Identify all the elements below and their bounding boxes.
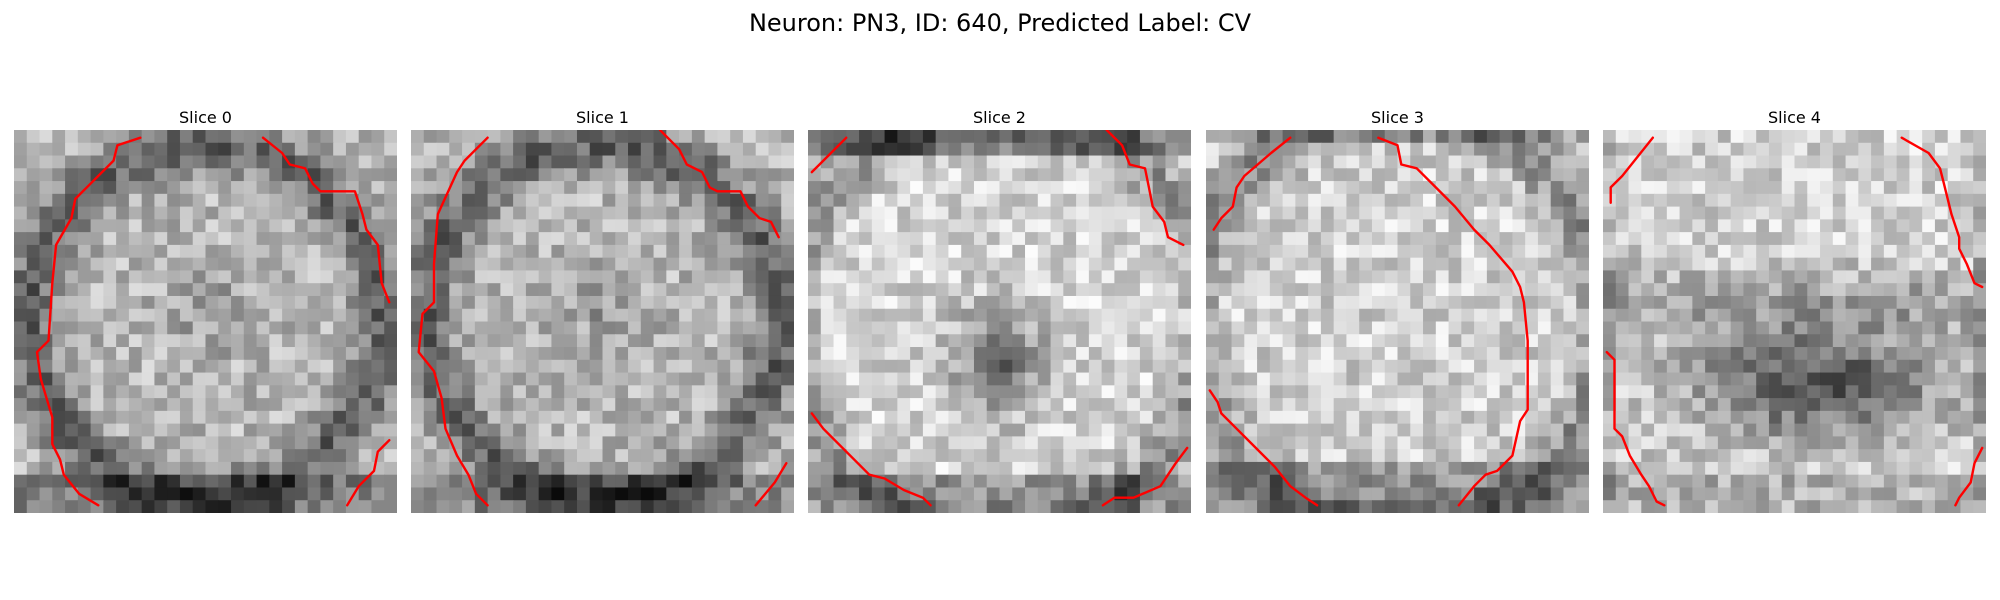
slice-image <box>411 130 794 513</box>
contour-line <box>1208 389 1319 507</box>
slice-title: Slice 1 <box>576 108 629 127</box>
contour-line <box>261 136 391 304</box>
slice-panel: Slice 0 <box>14 108 397 513</box>
contour-line <box>754 462 788 507</box>
slice-title: Slice 4 <box>1768 108 1821 127</box>
contour-line <box>1105 130 1185 247</box>
slice-panel: Slice 3 <box>1206 108 1589 513</box>
contour-line <box>1954 446 1984 507</box>
contour-line <box>1212 136 1292 231</box>
contour-line <box>1377 136 1529 507</box>
contour-line <box>35 136 142 507</box>
slice-title: Slice 3 <box>1371 108 1424 127</box>
contour-line <box>810 412 932 507</box>
slice-panel: Slice 4 <box>1603 108 1986 513</box>
contour-line <box>810 136 848 174</box>
figure-title: Neuron: PN3, ID: 640, Predicted Label: C… <box>748 9 1252 37</box>
slice-image <box>1603 130 1986 513</box>
slice-panel: Slice 1 <box>411 108 794 513</box>
contour-line <box>346 439 391 507</box>
slice-image <box>808 130 1191 513</box>
contour-line <box>1900 136 1984 289</box>
contour-line <box>1609 136 1654 205</box>
slice-title: Slice 0 <box>179 108 232 127</box>
slice-panel: Slice 2 <box>808 108 1191 513</box>
contour-line <box>1101 446 1189 507</box>
contour-line <box>658 130 780 239</box>
slice-image <box>1206 130 1589 513</box>
slice-image <box>14 130 397 513</box>
contour-line <box>1605 350 1666 507</box>
contour-line <box>417 136 489 507</box>
slice-title: Slice 2 <box>973 108 1026 127</box>
